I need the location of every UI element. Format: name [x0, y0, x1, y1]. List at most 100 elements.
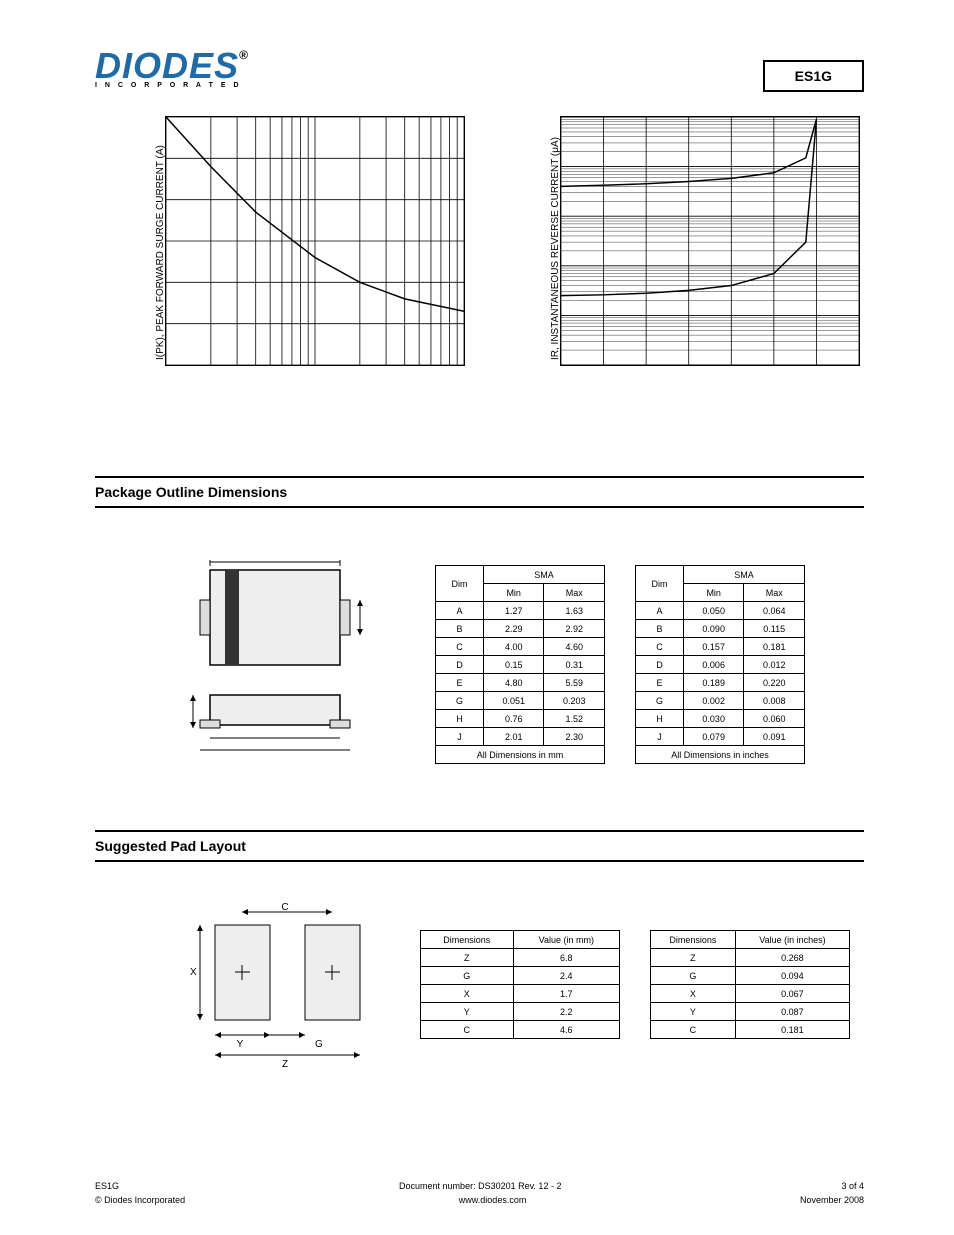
- table-cell: X: [421, 985, 514, 1003]
- table-cell: A: [436, 602, 484, 620]
- section-rule: [95, 476, 864, 478]
- table-cell: 2.2: [513, 1003, 619, 1021]
- table-cell: 0.067: [735, 985, 849, 1003]
- svg-text:Z: Z: [282, 1059, 288, 1070]
- svg-text:C: C: [281, 902, 288, 913]
- table-cell: 0.189: [683, 674, 743, 692]
- svg-text:G: G: [315, 1039, 323, 1050]
- logo-text: DIODES®: [95, 50, 249, 82]
- table-cell: 2.4: [513, 967, 619, 985]
- table-cell: G: [421, 967, 514, 985]
- table-cell: C: [421, 1021, 514, 1039]
- section-rule: [95, 506, 864, 508]
- table-cell: Z: [421, 949, 514, 967]
- table-cell: 0.220: [744, 674, 805, 692]
- table-cell: H: [436, 710, 484, 728]
- table-cell: D: [636, 656, 684, 674]
- part-number-box: ES1G: [763, 60, 864, 92]
- table-cell: H: [636, 710, 684, 728]
- table-cell: 1.7: [513, 985, 619, 1003]
- table-cell: 0.181: [735, 1021, 849, 1039]
- package-outline-heading: Package Outline Dimensions: [95, 484, 287, 500]
- table-cell: 0.157: [683, 638, 743, 656]
- table-cell: 5.59: [544, 674, 605, 692]
- table-cell: 0.091: [744, 728, 805, 746]
- table-cell: 0.31: [544, 656, 605, 674]
- table-cell: J: [436, 728, 484, 746]
- table-cell: 0.203: [544, 692, 605, 710]
- footer-url: www.diodes.com: [95, 1195, 864, 1205]
- table-cell: B: [436, 620, 484, 638]
- table-cell: 2.92: [544, 620, 605, 638]
- table-cell: 0.060: [744, 710, 805, 728]
- logo-tagline: I N C O R P O R A T E D: [95, 82, 249, 89]
- table-cell: 0.030: [683, 710, 743, 728]
- table-cell: J: [636, 728, 684, 746]
- table-cell: A: [636, 602, 684, 620]
- table-cell: 4.00: [483, 638, 544, 656]
- footer-page: 3 of 4: [841, 1181, 864, 1191]
- table-cell: Z: [651, 949, 736, 967]
- table-cell: X: [651, 985, 736, 1003]
- table-cell: 2.01: [483, 728, 544, 746]
- page-footer: ES1G 3 of 4 Document number: DS30201 Rev…: [95, 1181, 864, 1205]
- table-cell: 0.115: [744, 620, 805, 638]
- table-cell: E: [636, 674, 684, 692]
- table-cell: 2.29: [483, 620, 544, 638]
- table-footer: All Dimensions in mm: [436, 746, 605, 764]
- table-footer: All Dimensions in inches: [636, 746, 805, 764]
- table-cell: 4.60: [544, 638, 605, 656]
- table-cell: C: [636, 638, 684, 656]
- table-cell: C: [651, 1021, 736, 1039]
- reverse-characteristics-chart: [560, 116, 860, 366]
- table-cell: B: [636, 620, 684, 638]
- table-cell: D: [436, 656, 484, 674]
- table-cell: 0.15: [483, 656, 544, 674]
- table-cell: 0.051: [483, 692, 544, 710]
- table-cell: C: [436, 638, 484, 656]
- table-cell: G: [636, 692, 684, 710]
- pad-dimensions-mm-table: DimensionsValue (in mm)Z6.8G2.4X1.7Y2.2C…: [420, 930, 620, 1039]
- footer-date: November 2008: [800, 1195, 864, 1205]
- section-rule: [95, 830, 864, 832]
- table-cell: 1.63: [544, 602, 605, 620]
- table-cell: Y: [651, 1003, 736, 1021]
- table-cell: 6.8: [513, 949, 619, 967]
- table-cell: G: [651, 967, 736, 985]
- package-outline-drawing: [165, 560, 395, 760]
- footer-part: ES1G: [95, 1181, 119, 1191]
- footer-copyright: © Diodes Incorporated: [95, 1195, 185, 1205]
- table-cell: 0.002: [683, 692, 743, 710]
- table-cell: 0.050: [683, 602, 743, 620]
- table-cell: G: [436, 692, 484, 710]
- pad-layout-drawing: C X Y G Z: [165, 900, 395, 1070]
- table-cell: 0.008: [744, 692, 805, 710]
- pad-layout-heading: Suggested Pad Layout: [95, 838, 246, 854]
- table-cell: 1.27: [483, 602, 544, 620]
- table-cell: 0.012: [744, 656, 805, 674]
- package-dimensions-inches-table: DimSMAMinMaxA0.0500.064B0.0900.115C0.157…: [635, 565, 805, 764]
- table-cell: 4.6: [513, 1021, 619, 1039]
- table-cell: 0.087: [735, 1003, 849, 1021]
- table-cell: 0.064: [744, 602, 805, 620]
- table-cell: 0.090: [683, 620, 743, 638]
- company-logo: DIODES® I N C O R P O R A T E D: [95, 50, 249, 89]
- table-cell: 0.181: [744, 638, 805, 656]
- table-cell: 1.52: [544, 710, 605, 728]
- section-rule: [95, 860, 864, 862]
- table-cell: 0.094: [735, 967, 849, 985]
- table-cell: 0.079: [683, 728, 743, 746]
- table-cell: 2.30: [544, 728, 605, 746]
- table-cell: 0.268: [735, 949, 849, 967]
- table-cell: E: [436, 674, 484, 692]
- table-cell: 0.76: [483, 710, 544, 728]
- table-cell: 4.80: [483, 674, 544, 692]
- svg-text:Y: Y: [237, 1039, 244, 1050]
- table-cell: 0.006: [683, 656, 743, 674]
- svg-text:X: X: [190, 967, 197, 978]
- table-cell: Y: [421, 1003, 514, 1021]
- package-dimensions-mm-table: DimSMAMinMaxA1.271.63B2.292.92C4.004.60D…: [435, 565, 605, 764]
- surge-current-chart: [165, 116, 465, 366]
- pad-dimensions-inches-table: DimensionsValue (in inches)Z0.268G0.094X…: [650, 930, 850, 1039]
- footer-doc-number: Document number: DS30201 Rev. 12 - 2: [95, 1181, 864, 1191]
